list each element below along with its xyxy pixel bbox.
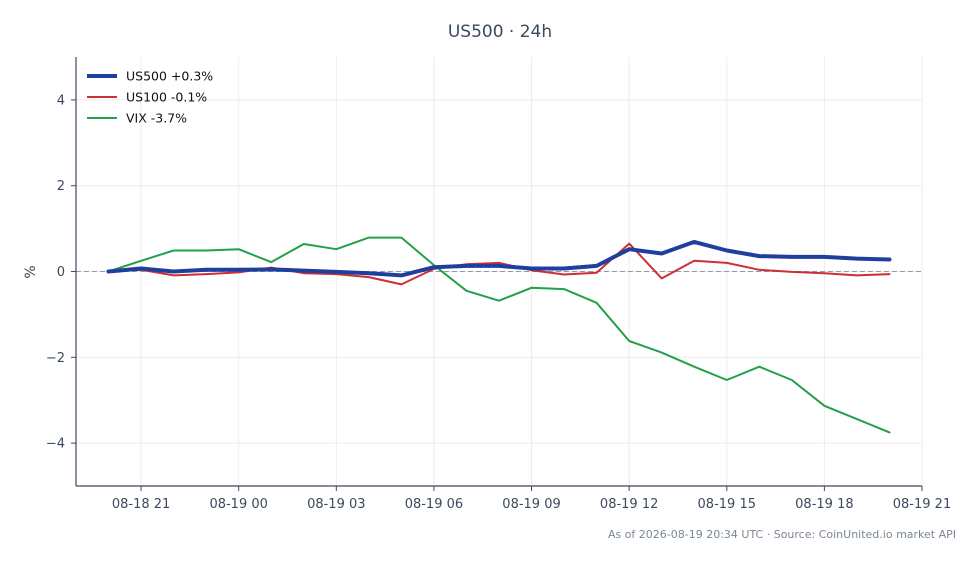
series-line-vix: [107, 236, 891, 434]
footer-source-note: As of 2026-08-19 20:34 UTC · Source: Coi…: [608, 528, 956, 541]
series-line-us500: [106, 239, 892, 278]
x-tick-label: 08-19 12: [600, 497, 658, 512]
x-tick-label: 08-19 06: [405, 497, 463, 512]
y-axis-ticks: −4 −2 0 2 4: [46, 93, 76, 452]
x-tick-label: 08-19 15: [698, 497, 756, 512]
y-tick-label: 2: [57, 179, 65, 194]
x-axis-ticks: 08-18 21 08-19 00 08-19 03 08-19 06 08-19 09…: [112, 486, 951, 512]
x-tick-label: 08-19 00: [209, 497, 267, 512]
series-line-us100: [107, 242, 891, 286]
y-tick-label: 4: [57, 93, 65, 108]
legend-label-us500: US500 +0.3%: [126, 69, 213, 84]
legend: US500 +0.3% US100 -0.1% VIX -3.7%: [87, 69, 213, 126]
y-axis-label: %: [23, 265, 39, 278]
x-tick-label: 08-19 03: [307, 497, 365, 512]
x-tick-label: 08-19 21: [893, 497, 951, 512]
y-tick-label: 0: [57, 265, 65, 280]
x-tick-label: 08-18 21: [112, 497, 170, 512]
x-tick-label: 08-19 09: [502, 497, 560, 512]
series-layer: [106, 236, 892, 434]
x-tick-label: 08-19 18: [795, 497, 853, 512]
chart-title: US500 · 24h: [448, 22, 552, 42]
legend-label-us100: US100 -0.1%: [126, 90, 207, 105]
y-tick-label: −4: [46, 437, 65, 452]
y-tick-label: −2: [46, 351, 65, 366]
legend-label-vix: VIX -3.7%: [126, 111, 187, 126]
